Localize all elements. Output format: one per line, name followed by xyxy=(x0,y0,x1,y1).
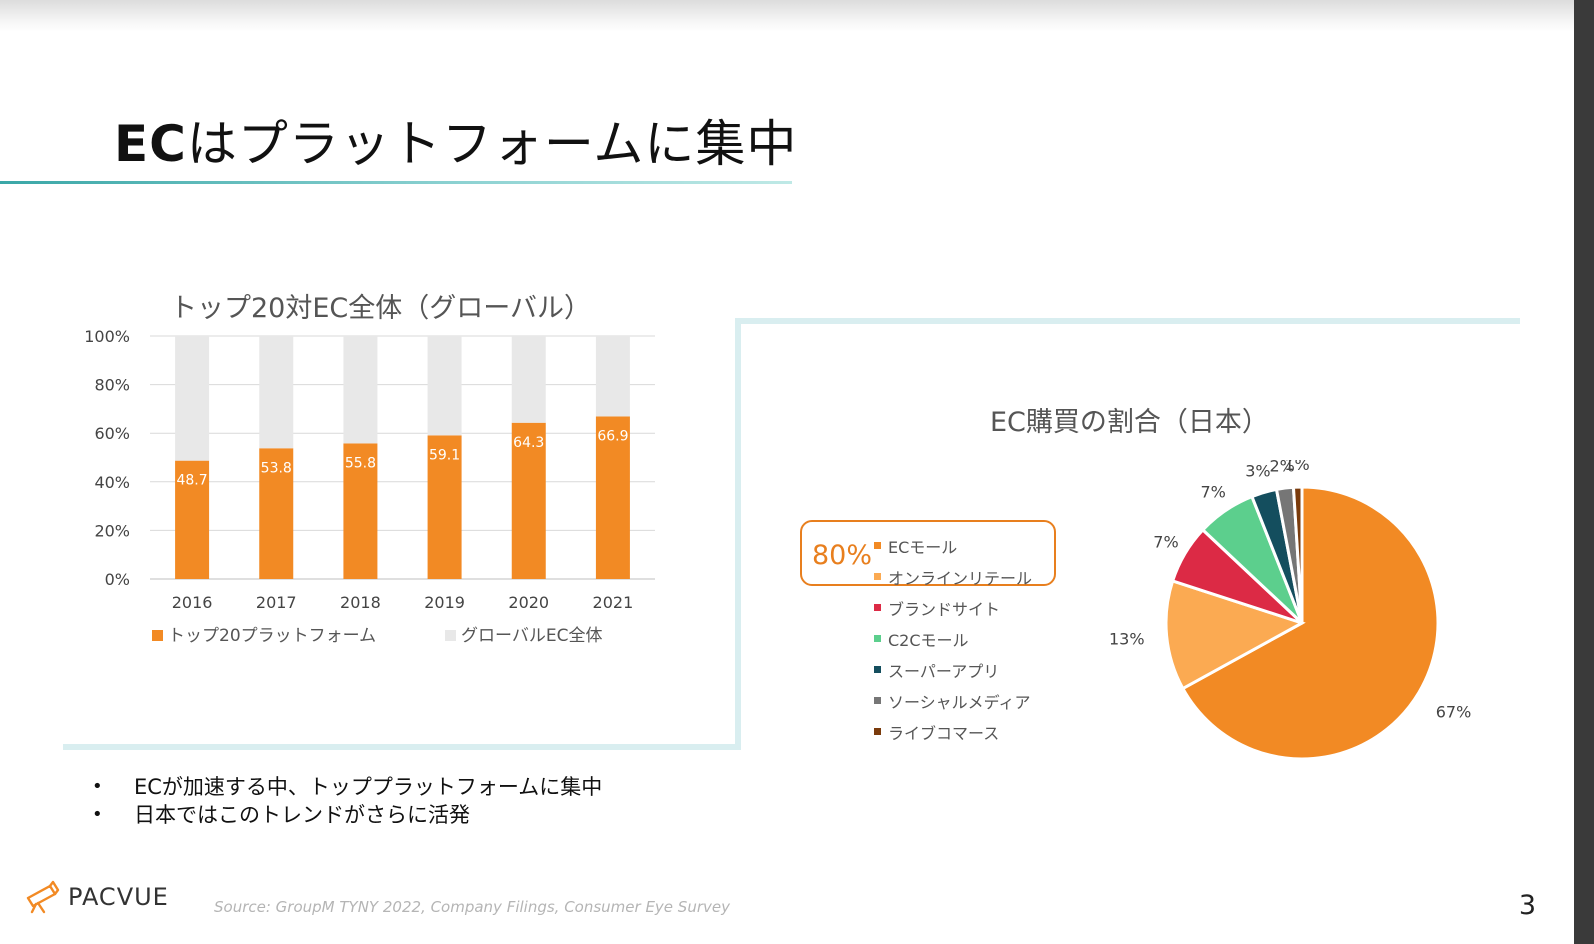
pie-legend-item: ブランドサイト xyxy=(874,592,1032,623)
pie-legend-label: C2Cモール xyxy=(888,630,969,650)
bar-data-label: 64.3 xyxy=(513,435,544,451)
pie-slice xyxy=(1180,485,1440,761)
pie-legend-item: スーパーアプリ xyxy=(874,654,1032,685)
pie-value-label: 13% xyxy=(1109,630,1145,649)
bar-segment xyxy=(259,448,294,579)
y-tick-label: 0% xyxy=(105,570,130,589)
frame-top-line xyxy=(735,318,1520,324)
legend-swatch xyxy=(445,630,456,641)
bar-segment xyxy=(427,336,462,436)
highlight-box xyxy=(800,520,1056,586)
pie-legend-label: ライブコマース xyxy=(888,723,1000,743)
pie-value-label: 2% xyxy=(1270,460,1295,475)
bar-data-label: 53.8 xyxy=(261,460,292,476)
bar-data-label: 55.8 xyxy=(345,455,376,471)
pie-legend-swatch xyxy=(874,604,881,611)
bar-segment xyxy=(175,336,210,461)
frame-divider xyxy=(735,318,741,750)
pie-legend-label: オンラインリテール xyxy=(888,568,1033,588)
bar-data-label: 59.1 xyxy=(429,447,460,463)
legend-swatch xyxy=(152,630,163,641)
pie-legend-item: ECモール xyxy=(874,530,1032,561)
pie-legend-item: ライブコマース xyxy=(874,716,1032,747)
legend-label: グローバルEC全体 xyxy=(461,626,602,646)
bar-segment xyxy=(343,443,378,579)
page-number: 3 xyxy=(1518,890,1536,921)
pie-chart: 67% 13% 7% 7% 3%2%1% xyxy=(1109,460,1472,761)
y-tick-label: 40% xyxy=(94,473,130,492)
scrollbar[interactable] xyxy=(1574,0,1594,944)
pie-legend-swatch xyxy=(874,697,881,704)
bullet-list: • ECが加速する中、トッププラットフォームに集中 • 日本ではこのトレンドがさらに… xyxy=(92,772,602,828)
pie-value-label: 1% xyxy=(1284,460,1309,474)
pacvue-logo: PACVUE xyxy=(22,880,169,914)
pie-legend-swatch xyxy=(874,542,881,549)
pie-legend-swatch xyxy=(874,635,881,642)
pie-value-label: 7% xyxy=(1200,482,1225,501)
bar-segment xyxy=(595,336,630,417)
x-tick-label: 2016 xyxy=(172,593,213,612)
pie-legend-swatch xyxy=(874,728,881,735)
y-tick-label: 80% xyxy=(94,376,130,395)
bar-segment xyxy=(259,336,294,449)
pie-legend-item: ソーシャルメディア xyxy=(874,685,1032,716)
pie-legend-label: ソーシャルメディア xyxy=(888,692,1031,712)
pie-value-label: 7% xyxy=(1153,533,1178,552)
pie-legend-swatch xyxy=(874,666,881,673)
y-tick-label: 100% xyxy=(84,327,130,346)
y-tick-label: 60% xyxy=(94,424,130,443)
y-tick-label: 20% xyxy=(94,521,130,540)
bar-segment xyxy=(511,422,546,579)
bar-segment xyxy=(343,336,378,444)
frame-bottom-line xyxy=(63,744,741,750)
slide-title: ECはプラットフォームに集中 xyxy=(114,104,797,176)
bar-segment xyxy=(511,336,546,423)
bar-segment xyxy=(595,416,630,579)
logo-text: PACVUE xyxy=(68,883,169,911)
slide-title-bold: EC xyxy=(114,115,187,173)
x-tick-label: 2017 xyxy=(256,593,297,612)
x-tick-label: 2020 xyxy=(508,593,549,612)
pie-legend: ECモールオンラインリテール ブランドサイト C2Cモールスーパーアプリソーシャルメ… xyxy=(874,530,1032,747)
pie-legend-label: スーパーアプリ xyxy=(888,661,1000,681)
bar-segment xyxy=(175,460,210,579)
pie-legend-label: ECモール xyxy=(888,537,958,557)
bullet-item: • 日本ではこのトレンドがさらに活発 xyxy=(92,800,602,828)
bullet-text: 日本ではこのトレンドがさらに活発 xyxy=(134,803,470,827)
title-underline xyxy=(0,181,792,184)
bullet-item: • ECが加速する中、トッププラットフォームに集中 xyxy=(92,772,602,800)
pie-slice xyxy=(1164,579,1306,691)
bar-chart-title: トップ20対EC全体（グローバル） xyxy=(170,293,591,324)
pie-slice xyxy=(1291,485,1304,624)
pie-legend-item: C2Cモール xyxy=(874,623,1032,654)
x-tick-label: 2019 xyxy=(424,593,465,612)
pie-chart-title: EC購買の割合（日本） xyxy=(990,407,1269,438)
bullet-text: ECが加速する中、トッププラットフォームに集中 xyxy=(134,775,603,799)
bar-segment xyxy=(427,435,462,579)
bar-chart: 0% 20% 40% 60% 80% 100% 48.7 2016 53.8 2017 55.8 20… xyxy=(84,327,655,646)
pie-value-label: 3% xyxy=(1245,461,1270,480)
bar-data-label: 66.9 xyxy=(597,428,628,444)
bar-data-label: 48.7 xyxy=(176,473,207,489)
pie-value-label: 67% xyxy=(1436,703,1472,722)
pie-legend-swatch xyxy=(874,573,881,580)
slide-title-rest: はプラットフォームに集中 xyxy=(186,115,798,173)
x-tick-label: 2021 xyxy=(593,593,634,612)
highlight-percentage: 80% xyxy=(812,540,873,571)
legend-label: トップ20プラットフォーム xyxy=(168,626,376,646)
x-tick-label: 2018 xyxy=(340,593,381,612)
window-top-bar xyxy=(0,0,1594,32)
pie-legend-label: ブランドサイト xyxy=(888,599,1001,619)
pie-legend-item: オンラインリテール xyxy=(874,561,1032,592)
telescope-icon xyxy=(26,880,60,914)
source-note: Source: GroupM TYNY 2022, Company Filing… xyxy=(214,898,730,916)
